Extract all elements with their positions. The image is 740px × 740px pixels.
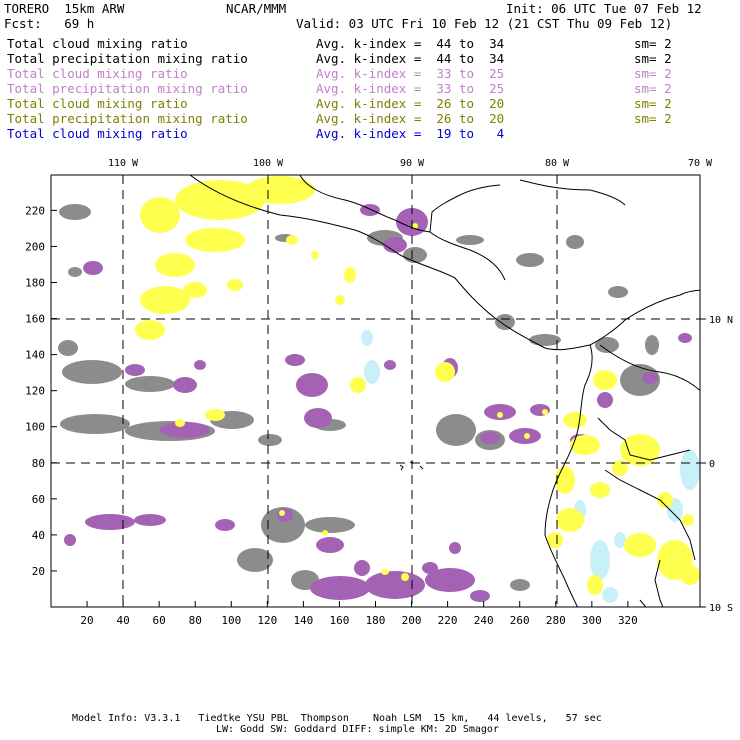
legend-kindex: Avg. k-index = 44 to 34 [316,51,505,66]
latlon-grid [51,175,700,607]
latitude-label: 0 [709,459,715,470]
legend-field: Total cloud mixing ratio [7,96,188,111]
latitude-label: 10 N [709,315,733,326]
cloud-field-yellow [135,176,700,595]
legend-kindex: Avg. k-index = 33 to 25 [316,81,505,96]
init-time: Init: 06 UTC Tue 07 Feb 12 [506,1,702,16]
legend-field: Total cloud mixing ratio [7,36,188,51]
x-tick-label: 160 [330,614,350,627]
y-tick-label: 40 [32,529,45,542]
longitude-label: 110 W [108,158,139,169]
cloud-field-cyan [361,330,700,603]
y-tick-label: 160 [25,313,45,326]
longitude-labels: 110 W 100 W 90 W 80 W 70 W [108,158,713,169]
y-tick-label: 220 [25,204,45,217]
longitude-label: 70 W [688,158,713,169]
legend-kindex: Avg. k-index = 26 to 20 [316,111,505,126]
longitude-label: 100 W [253,158,284,169]
legend-field: Total cloud mixing ratio [7,126,188,141]
y-tick-label: 20 [32,565,45,578]
legend-sm: sm= 2 [634,111,672,126]
model-physics: LW: Godd SW: Goddard DIFF: simple KM: 2D… [216,724,499,735]
y-tick-label: 100 [25,421,45,434]
x-axis-ticks: 20 40 60 80 100 120 140 160 180 200 220 240 260 280 30… [80,601,638,627]
x-tick-label: 20 [80,614,93,627]
legend-kindex: Avg. k-index = 19 to 4 [316,126,505,141]
legend-sm: sm= 2 [634,96,672,111]
legend-sm: sm= 2 [634,51,672,66]
x-tick-label: 100 [221,614,241,627]
legend-field: Total precipitation mixing ratio [7,81,248,96]
valid-time: Valid: 03 UTC Fri 10 Feb 12 (21 CST Thu … [296,16,673,31]
model-name: TORERO 15km ARW [4,1,125,16]
y-tick-label: 180 [25,277,45,290]
x-tick-label: 320 [618,614,638,627]
latitude-labels: 10 N 0 10 S [700,315,733,614]
x-tick-label: 300 [582,614,602,627]
y-tick-label: 140 [25,349,45,362]
y-tick-label: 200 [25,240,45,253]
x-tick-label: 40 [116,614,129,627]
model-info: Model Info: V3.3.1 Tiedtke YSU PBL Thomp… [72,713,602,724]
x-tick-label: 140 [293,614,313,627]
latitude-label: 10 S [709,603,733,614]
longitude-label: 90 W [400,158,425,169]
legend-sm: sm= 2 [634,81,672,96]
forecast-hour: Fcst: 69 h [4,16,95,31]
legend-kindex: Avg. k-index = 44 to 34 [316,36,505,51]
legend-sm: sm= 2 [634,66,672,81]
legend-field: Total precipitation mixing ratio [7,111,248,126]
legend-kindex: Avg. k-index = 33 to 25 [316,66,505,81]
x-tick-label: 220 [438,614,458,627]
longitude-label: 80 W [545,158,570,169]
x-tick-label: 80 [189,614,202,627]
y-tick-label: 60 [32,493,45,506]
x-tick-label: 180 [366,614,386,627]
legend-field: Total precipitation mixing ratio [7,51,248,66]
coastlines [189,175,700,607]
y-axis-ticks: 20 40 60 80 100 120 140 160 180 200 220 [25,204,57,578]
x-tick-label: 240 [474,614,494,627]
legend-field: Total cloud mixing ratio [7,66,188,81]
y-tick-label: 120 [25,385,45,398]
legend-kindex: Avg. k-index = 26 to 20 [316,96,505,111]
y-tick-label: 80 [32,457,45,470]
x-tick-label: 200 [402,614,422,627]
x-tick-label: 120 [257,614,277,627]
legend-sm: sm= 2 [634,36,672,51]
x-tick-label: 60 [153,614,166,627]
x-tick-label: 280 [546,614,566,627]
x-tick-label: 260 [510,614,530,627]
center-name: NCAR/MMM [226,1,287,16]
